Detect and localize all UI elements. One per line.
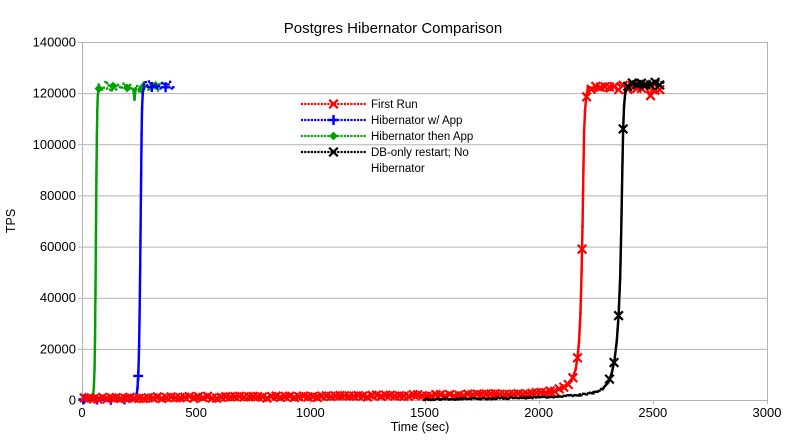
x-marker xyxy=(604,373,615,385)
y-tick-label: 60000 xyxy=(40,239,76,254)
y-tick-label: 140000 xyxy=(33,35,76,50)
series-hibernator-w-app xyxy=(78,80,175,405)
y-tick-label: 20000 xyxy=(40,341,76,356)
x-marker xyxy=(576,244,588,255)
diamond-marker xyxy=(108,81,118,91)
x-axis-title: Time (sec) xyxy=(391,420,450,434)
x-tick-label: 2500 xyxy=(638,405,667,420)
legend-item-first-run: First Run xyxy=(300,98,418,111)
x-marker xyxy=(645,80,656,91)
plus-marker xyxy=(146,81,157,92)
data-series-layer xyxy=(78,77,665,405)
x-marker xyxy=(572,352,583,363)
x-marker xyxy=(328,146,339,158)
x-marker xyxy=(586,84,597,95)
diamond-marker xyxy=(94,84,104,93)
x-marker xyxy=(608,357,620,368)
x-tick-label: 0 xyxy=(78,405,85,420)
plus-marker xyxy=(160,82,171,93)
x-tick-label: 2000 xyxy=(524,405,553,420)
x-marker xyxy=(618,123,629,135)
diamond-marker xyxy=(329,131,338,141)
legend-label-hibernator-then-app: Hibernator then App xyxy=(371,131,473,143)
y-tick-label: 100000 xyxy=(33,137,76,152)
x-marker xyxy=(567,372,578,383)
y-axis-title: TPS xyxy=(4,209,18,233)
x-marker xyxy=(581,91,592,102)
axis-ticks: 0 20000 40000 60000 80000 100000 120000 140000 0… xyxy=(33,35,782,421)
legend-label-first-run: First Run xyxy=(371,99,418,111)
legend-label-db-only-restart-no-hibernator: DB-only restart; No Hibernator xyxy=(371,147,469,175)
y-tick-label: 120000 xyxy=(33,86,76,101)
legend-item-hibernator-w-app: Hibernator w/ App xyxy=(300,115,462,127)
plus-marker xyxy=(133,370,144,381)
legend-item-db-only-restart-no-hibernator: DB-only restart; No Hibernator xyxy=(300,146,469,175)
chart-legend: First Run Hibernator w/ App Hibernator the… xyxy=(300,98,473,175)
x-marker xyxy=(613,310,624,321)
y-tick-label: 80000 xyxy=(40,188,76,203)
x-tick-label: 1000 xyxy=(296,405,325,420)
y-tick-label: 40000 xyxy=(40,290,76,305)
x-marker xyxy=(563,379,574,390)
x-marker xyxy=(328,98,339,110)
series-hibernator-then-app xyxy=(80,80,161,404)
x-tick-label: 3000 xyxy=(753,405,782,420)
legend-label-hibernator-w-app: Hibernator w/ App xyxy=(371,115,462,127)
x-marker xyxy=(654,79,665,91)
plus-marker xyxy=(328,115,339,125)
x-tick-label: 1500 xyxy=(410,405,439,420)
legend-item-hibernator-then-app: Hibernator then App xyxy=(300,131,473,143)
x-tick-label: 500 xyxy=(185,405,207,420)
y-tick-label: 0 xyxy=(69,393,76,408)
chart-title: Postgres Hibernator Comparison xyxy=(284,20,502,37)
series-db-only-restart-no-hibernator xyxy=(423,77,665,402)
diamond-marker xyxy=(122,83,132,93)
series-first-run xyxy=(79,80,665,405)
gridlines xyxy=(82,42,768,401)
